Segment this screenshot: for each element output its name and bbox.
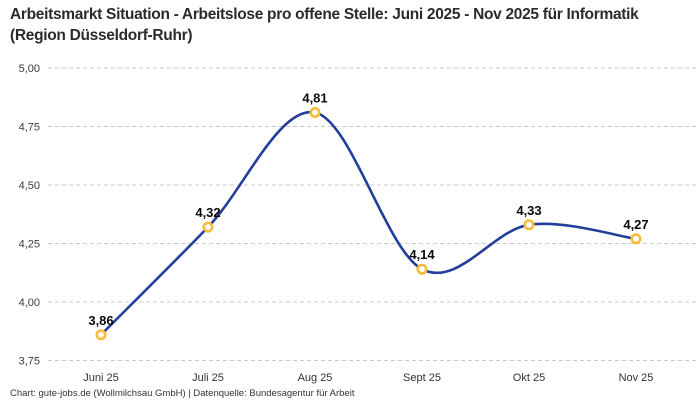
y-tick-label: 4,00 (19, 297, 40, 309)
data-point-label: 4,81 (302, 91, 327, 106)
y-tick-label: 3,75 (19, 356, 40, 368)
chart-title: Arbeitsmarkt Situation - Arbeitslose pro… (10, 6, 639, 44)
data-point-label: 4,14 (409, 247, 435, 262)
data-point-marker (95, 329, 107, 341)
data-point-marker (416, 263, 428, 275)
data-point-marker (630, 233, 642, 245)
x-tick-label: Juni 25 (83, 372, 118, 384)
y-tick-label: 4,25 (19, 239, 40, 251)
data-point-label: 4,32 (195, 205, 220, 220)
x-tick-label: Sept 25 (403, 372, 441, 384)
x-tick-label: Aug 25 (298, 372, 333, 384)
data-point-marker (202, 221, 214, 233)
data-point-marker (523, 219, 535, 231)
data-point-marker (309, 107, 321, 119)
x-tick-label: Okt 25 (513, 372, 545, 384)
data-point-label: 4,33 (516, 203, 541, 218)
y-tick-label: 4,75 (19, 122, 40, 134)
series-line (99, 111, 638, 337)
y-tick-label: 4,50 (19, 180, 40, 192)
x-tick-label: Nov 25 (619, 372, 654, 384)
x-tick-label: Juli 25 (192, 372, 224, 384)
data-point-label: 3,86 (88, 313, 113, 328)
y-tick-label: 5,00 (19, 63, 40, 75)
data-point-label: 4,27 (623, 217, 648, 232)
chart-credit: Chart: gute-jobs.de (Wollmilchsau GmbH) … (10, 388, 355, 399)
